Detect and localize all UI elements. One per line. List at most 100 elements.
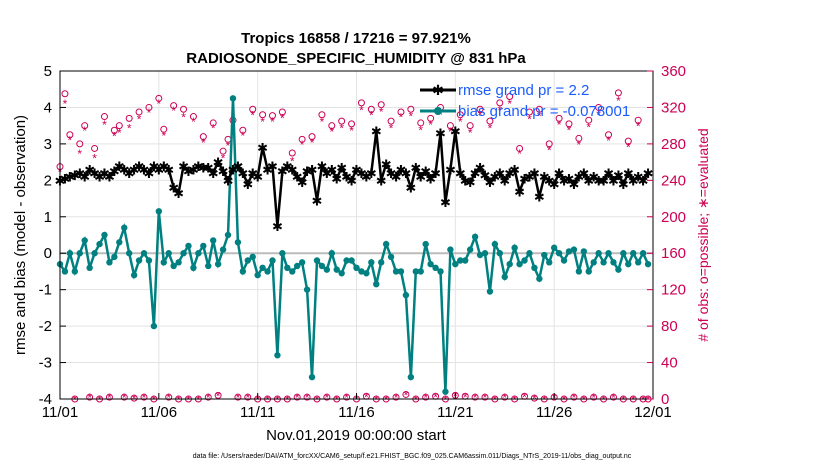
bias-point [511, 244, 518, 251]
bias-point [432, 264, 439, 271]
obs-evaluated-point: * [562, 393, 567, 407]
rmse-point: ✱ [415, 170, 426, 185]
bias-point [373, 281, 380, 288]
bias-point [155, 208, 163, 215]
y-tick-label: 0 [44, 245, 52, 262]
obs-evaluated-point: * [502, 391, 507, 405]
obs-possible-point [91, 144, 99, 152]
bias-point [284, 264, 291, 271]
obs-evaluated-point: * [196, 393, 201, 407]
obs-possible-point [609, 393, 617, 401]
obs-possible-point [234, 393, 242, 401]
obs-evaluated-point: * [601, 393, 606, 407]
rmse-point: ✱ [99, 166, 110, 181]
obs-possible-point [496, 99, 504, 107]
y-tick-label: -3 [39, 355, 52, 372]
y-tick-label: 3 [44, 136, 52, 153]
bias-point [71, 268, 79, 275]
bias-point [639, 250, 647, 257]
obs-evaluated-point: * [87, 391, 92, 405]
obs-possible-point [422, 393, 430, 401]
bias-point [76, 250, 83, 257]
obs-possible-point [570, 393, 578, 401]
obs-possible-point [590, 393, 598, 401]
obs-possible-point [244, 393, 252, 401]
obs-possible-point [130, 394, 138, 402]
obs-possible-point [115, 122, 123, 130]
obs-evaluated-point: * [572, 391, 577, 405]
obs-possible-point [81, 122, 89, 130]
bias-point [481, 250, 489, 257]
obs-possible-point [501, 393, 509, 401]
x-tick-label: 12/01 [634, 404, 672, 421]
rmse-point: ✱ [396, 162, 407, 177]
x-tick-label: 11/21 [437, 404, 473, 421]
obs-evaluated-point: * [206, 391, 211, 405]
obs-evaluated-point: * [166, 391, 171, 405]
rmse-point: ✱ [386, 166, 397, 181]
bias-point [175, 259, 182, 266]
bias-point [61, 268, 69, 275]
rmse-point: ✱ [316, 159, 327, 174]
bias-point [536, 275, 543, 282]
bias-point [555, 250, 563, 257]
obs-evaluated-point: * [334, 393, 339, 407]
bias-point [101, 231, 108, 239]
bias-point [550, 244, 558, 251]
legend-bias-label: bias grand pr = -0.078001 [458, 103, 630, 120]
bias-point [121, 224, 128, 231]
rmse-point: ✱ [559, 173, 570, 188]
y2-tick-label: 320 [661, 99, 686, 116]
bias-point [437, 268, 444, 275]
rmse-point: ✱ [287, 162, 298, 177]
obs-evaluated-point: * [245, 391, 250, 405]
rmse-point: ✱ [326, 162, 337, 177]
obs-evaluated-point: * [191, 115, 196, 129]
bias-point [308, 373, 316, 381]
bias-point [86, 264, 93, 271]
y2-tick-label: 40 [661, 355, 678, 372]
obs-evaluated-point: * [596, 108, 601, 122]
obs-possible-point [338, 117, 346, 125]
obs-possible-point [545, 140, 553, 148]
obs-evaluated-point: * [117, 126, 122, 140]
rmse-point: ✱ [475, 161, 486, 176]
rmse-point: ✱ [297, 175, 308, 190]
obs-possible-point [105, 393, 113, 401]
obs-possible-point [110, 126, 118, 134]
obs-possible-point [259, 111, 267, 119]
obs-possible-point [427, 114, 435, 122]
obs-evaluated-point: * [300, 138, 305, 152]
rmse-point: ✱ [351, 162, 362, 177]
rmse-point: ✱ [336, 161, 347, 176]
obs-possible-point [145, 103, 153, 111]
rmse-point: ✱ [410, 161, 421, 176]
rmse-point: ✱ [267, 159, 278, 174]
rmse-point: ✱ [514, 184, 525, 199]
obs-evaluated-point: * [626, 141, 631, 155]
rmse-point: ✱ [257, 141, 268, 156]
obs-evaluated-point: * [394, 391, 399, 405]
bias-point [442, 388, 449, 395]
bias-point [630, 250, 637, 257]
obs-evaluated-point: * [374, 393, 379, 407]
rmse-point: ✱ [529, 166, 540, 181]
obs-evaluated-point: * [241, 129, 246, 143]
rmse-point: ✱ [470, 166, 481, 181]
obs-possible-point [100, 113, 108, 121]
rmse-point: ✱ [494, 166, 505, 181]
obs-evaluated-point: * [527, 112, 532, 126]
obs-evaluated-point: * [611, 391, 616, 405]
rmse-point: ✱ [148, 159, 159, 174]
rmse-point: ✱ [213, 155, 224, 170]
rmse-point: ✱ [489, 170, 500, 185]
bias-point [610, 259, 617, 266]
bias-point [303, 286, 311, 293]
obs-possible-point [61, 90, 69, 98]
rmse-point: ✱ [440, 195, 451, 210]
obs-evaluated-point: * [458, 115, 463, 129]
obs-evaluated-point: * [404, 388, 409, 402]
obs-evaluated-point: * [112, 130, 117, 144]
bias-point [353, 264, 360, 271]
bias-point [91, 250, 98, 257]
